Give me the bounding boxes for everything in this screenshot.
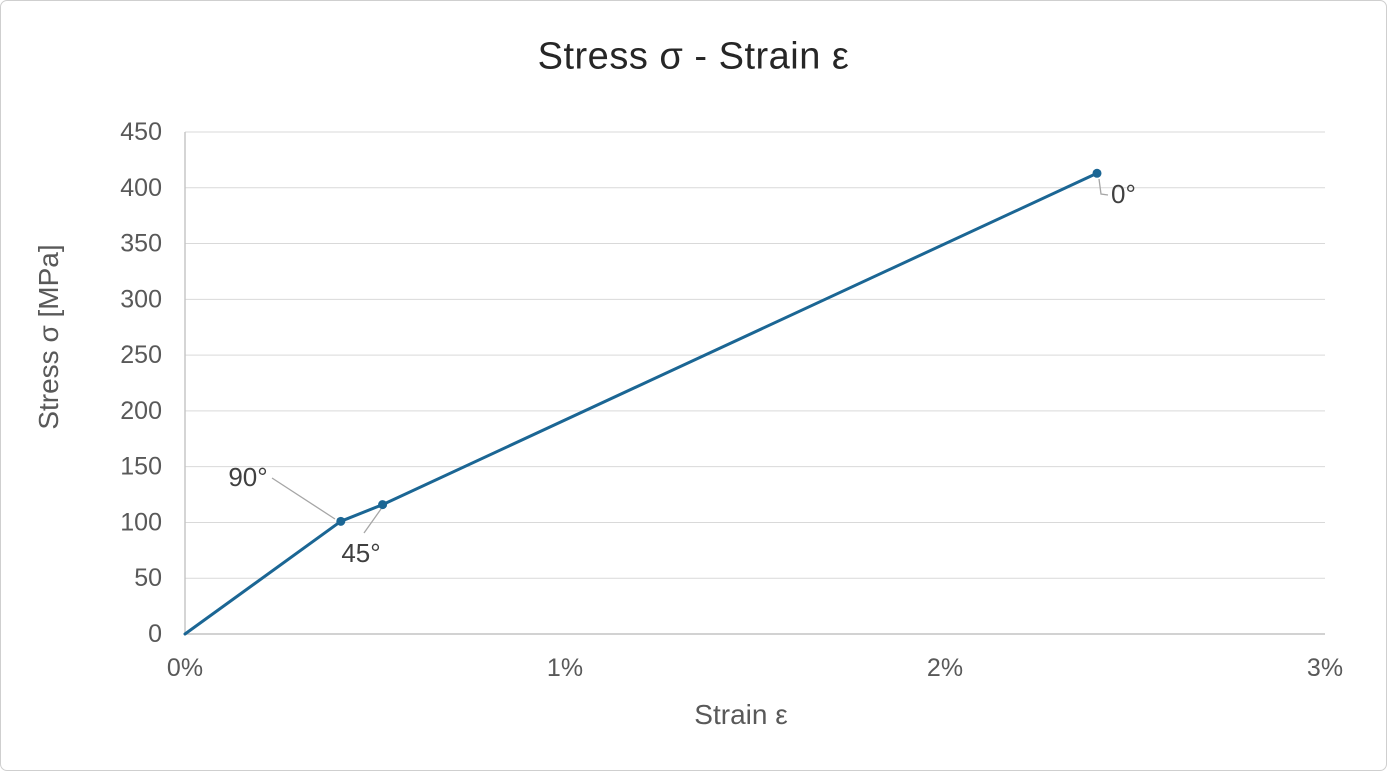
data-point-label: 0° bbox=[1111, 179, 1136, 209]
data-point-marker bbox=[378, 500, 388, 510]
data-point-marker bbox=[336, 516, 346, 526]
y-tick-label: 300 bbox=[120, 285, 162, 313]
x-tick-label: 1% bbox=[547, 654, 583, 682]
y-tick-label: 150 bbox=[120, 453, 162, 481]
x-axis-title: Strain ε bbox=[694, 699, 788, 730]
annotation-leader-line bbox=[1098, 178, 1109, 196]
annotation-leader-line bbox=[271, 477, 336, 520]
y-tick-label: 250 bbox=[120, 341, 162, 369]
x-tick-label: 3% bbox=[1307, 654, 1343, 682]
y-tick-label: 50 bbox=[134, 564, 162, 592]
data-point-label: 90° bbox=[228, 462, 267, 492]
data-point-label: 45° bbox=[341, 538, 380, 568]
annotation-leader-line bbox=[363, 508, 382, 534]
y-tick-label: 200 bbox=[120, 397, 162, 425]
series-line bbox=[183, 171, 1099, 636]
x-tick-label: 0% bbox=[167, 654, 203, 682]
y-tick-label: 400 bbox=[120, 174, 162, 202]
data-point-marker bbox=[1092, 168, 1102, 178]
y-tick-label: 450 bbox=[120, 118, 162, 146]
y-tick-label: 100 bbox=[120, 508, 162, 536]
chart-title: Stress σ - Strain ε bbox=[537, 35, 850, 78]
y-tick-label: 350 bbox=[120, 230, 162, 258]
y-tick-label: 0 bbox=[148, 620, 162, 648]
x-tick-label: 2% bbox=[927, 654, 963, 682]
